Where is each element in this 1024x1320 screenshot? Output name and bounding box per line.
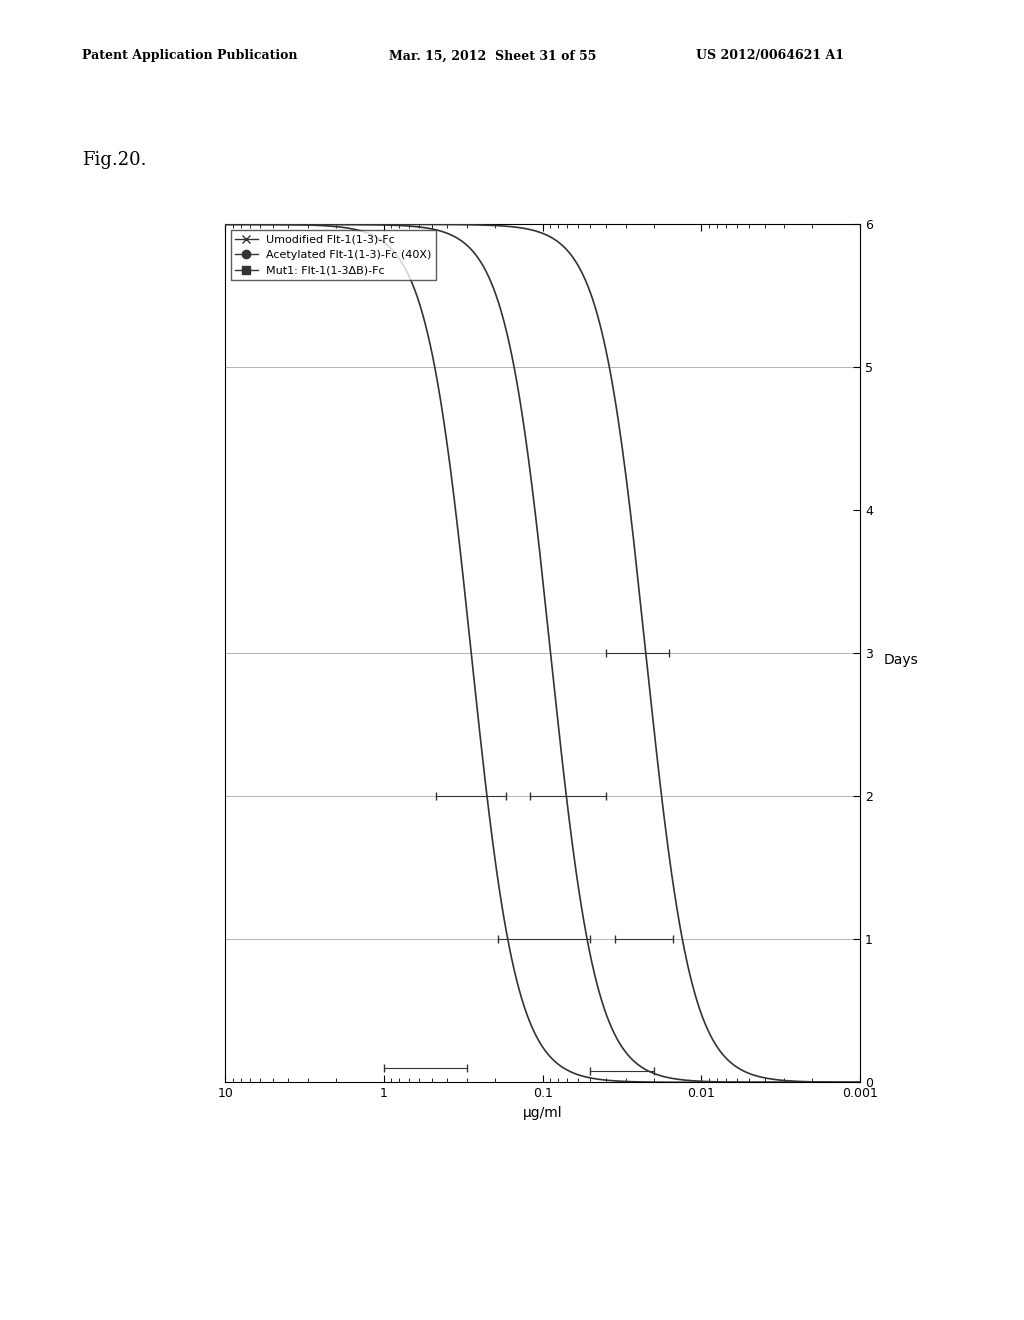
- Text: Fig.20.: Fig.20.: [82, 150, 146, 169]
- X-axis label: µg/ml: µg/ml: [523, 1106, 562, 1119]
- Text: Mar. 15, 2012  Sheet 31 of 55: Mar. 15, 2012 Sheet 31 of 55: [389, 49, 597, 62]
- Legend: Umodified Flt-1(1-3)-Fc, Acetylated Flt-1(1-3)-Fc (40X), Mut1: Flt-1(1-3ΔB)-Fc: Umodified Flt-1(1-3)-Fc, Acetylated Flt-…: [230, 230, 436, 280]
- Y-axis label: Days: Days: [884, 653, 919, 668]
- Text: Patent Application Publication: Patent Application Publication: [82, 49, 297, 62]
- Text: US 2012/0064621 A1: US 2012/0064621 A1: [696, 49, 845, 62]
